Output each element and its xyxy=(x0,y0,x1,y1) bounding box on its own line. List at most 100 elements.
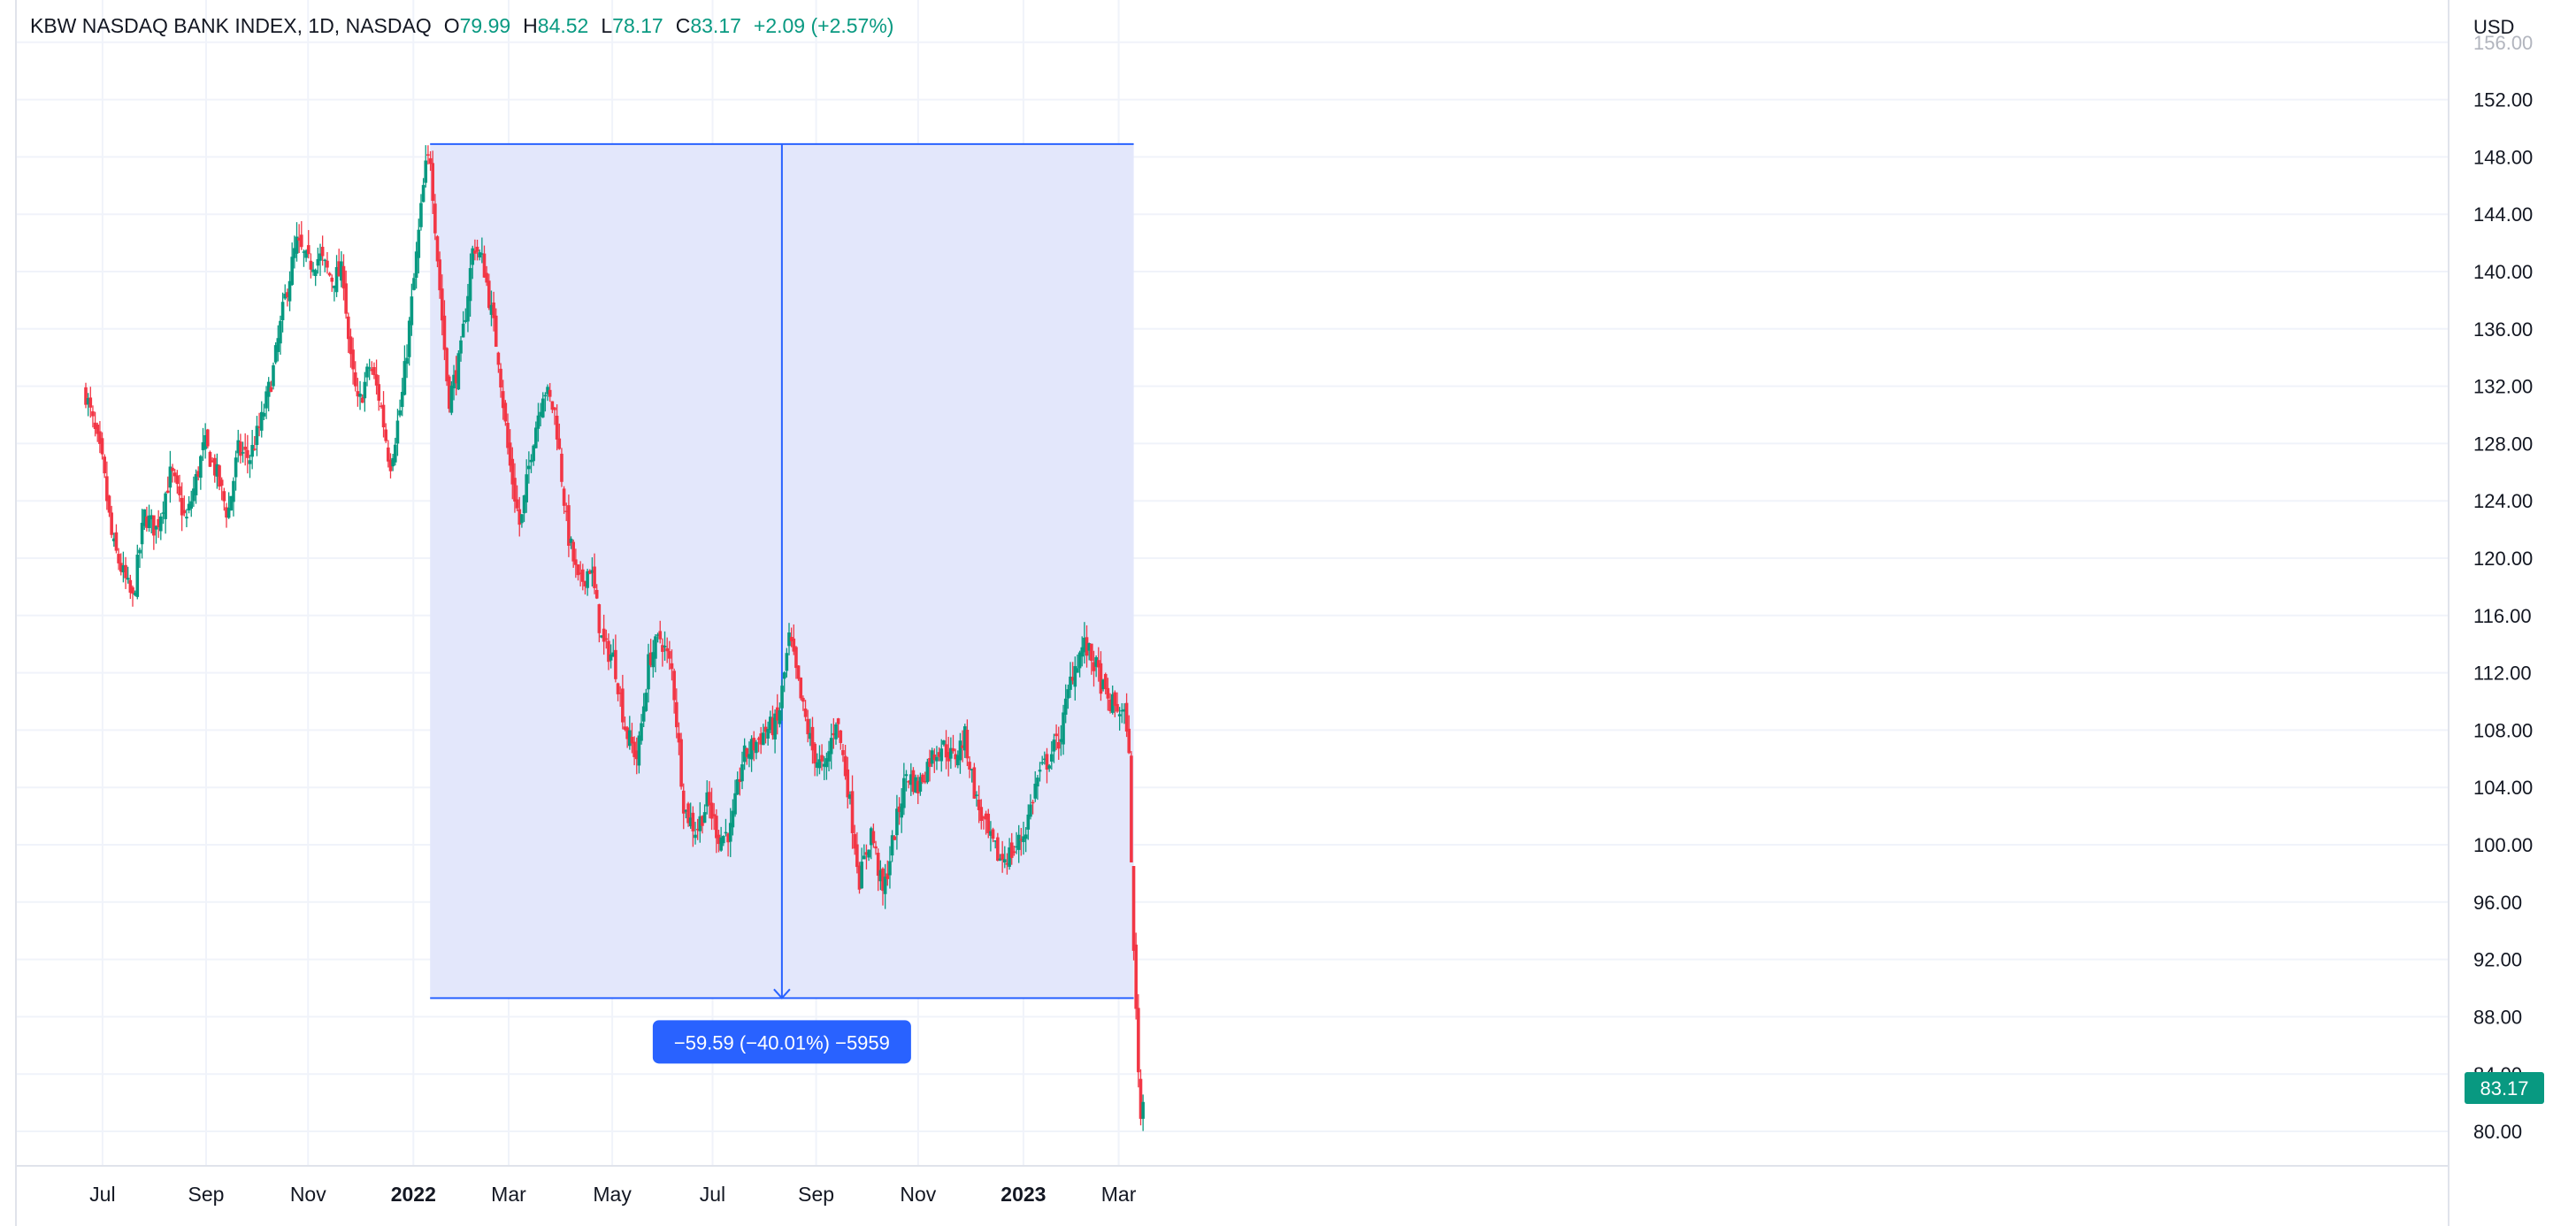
candle-body xyxy=(147,515,151,528)
candle-down xyxy=(377,375,381,411)
candle-body xyxy=(475,246,479,252)
candle-body xyxy=(232,480,235,502)
candle-body xyxy=(550,401,555,410)
candle-body xyxy=(641,706,646,722)
candle-body xyxy=(171,467,174,471)
candle-body xyxy=(883,877,887,894)
candle-up xyxy=(935,746,939,770)
candle-body xyxy=(955,755,960,766)
price-axis[interactable]: 80.0084.0088.0092.0096.00100.00104.00108… xyxy=(2473,32,2533,1143)
candle-down xyxy=(98,421,102,454)
candle-body xyxy=(196,471,200,477)
candle-body xyxy=(84,387,88,405)
measure-tool-region[interactable] xyxy=(430,142,1134,1000)
candle-up xyxy=(1033,770,1038,802)
candle-up xyxy=(272,362,275,390)
candle-up xyxy=(1141,1094,1145,1131)
candle-up xyxy=(1110,685,1115,715)
candle-down xyxy=(864,844,869,870)
candle-down xyxy=(621,674,625,730)
candle-body xyxy=(712,814,716,816)
candle-body xyxy=(731,810,735,828)
candle-body xyxy=(778,709,782,724)
candle-down xyxy=(428,150,433,172)
last-price-box xyxy=(2465,1072,2544,1104)
candle-up xyxy=(461,310,465,338)
time-axis[interactable]: Jul Sep Nov 2022 Mar May Jul Sep Nov 2023 Mar xyxy=(89,1183,1137,1206)
candle-down xyxy=(587,569,592,575)
candle-down xyxy=(947,737,950,777)
candle-body xyxy=(266,381,271,397)
candle-down xyxy=(1012,845,1016,856)
candle-body xyxy=(789,636,794,641)
candle-body xyxy=(991,829,995,839)
candle-body xyxy=(810,726,815,751)
candle-up xyxy=(918,772,923,796)
candle-down xyxy=(738,767,742,796)
candle-up xyxy=(684,809,688,819)
candle-up xyxy=(456,350,461,390)
candle-body xyxy=(414,251,418,279)
candle-down xyxy=(100,432,104,460)
candle-down xyxy=(518,496,522,537)
candle-up xyxy=(702,804,707,824)
candle-body xyxy=(525,474,528,502)
candle-up xyxy=(276,325,280,362)
candle-body xyxy=(1031,801,1035,804)
last-price-label: 83.17 xyxy=(2480,1077,2528,1100)
candle-body xyxy=(1127,728,1131,754)
candle-down xyxy=(351,337,355,385)
measure-arrow-head xyxy=(773,988,791,1000)
candle-down xyxy=(593,553,596,594)
candle-up xyxy=(540,392,545,418)
candle-body xyxy=(632,741,636,757)
candle-body xyxy=(1094,657,1098,667)
candle-body xyxy=(590,570,594,573)
candle-up xyxy=(1076,655,1079,673)
candle-down xyxy=(1134,932,1138,1020)
candle-body xyxy=(817,759,822,769)
candle-up xyxy=(480,237,484,264)
candle-body xyxy=(1026,814,1031,830)
candle-down xyxy=(745,747,749,765)
candle-down xyxy=(426,145,430,165)
candle-body xyxy=(367,367,372,369)
candle-down xyxy=(222,487,226,511)
candle-down xyxy=(327,272,332,277)
candle-down xyxy=(846,756,850,808)
candle-up xyxy=(135,544,140,600)
candle-down xyxy=(337,249,341,277)
price-tick-label: 128.00 xyxy=(2473,433,2533,455)
candle-body xyxy=(759,733,763,745)
candle-down xyxy=(442,300,447,361)
candle-body xyxy=(1009,842,1014,858)
candle-body xyxy=(157,518,160,528)
candle-up xyxy=(1047,763,1051,772)
candle-body xyxy=(252,448,257,450)
candle-down xyxy=(648,639,653,668)
candle-body xyxy=(304,250,308,258)
candle-down xyxy=(614,634,617,683)
candle-body xyxy=(140,522,144,545)
candle-up xyxy=(543,392,548,412)
candle-up xyxy=(900,788,903,833)
candle-body xyxy=(1022,836,1025,843)
candle-down xyxy=(770,705,775,740)
candle-up xyxy=(358,380,362,410)
symbol-title[interactable]: KBW NASDAQ BANK INDEX, 1D, NASDAQ xyxy=(30,14,432,37)
candle-body xyxy=(1138,1078,1143,1119)
candle-up xyxy=(773,709,777,754)
candle-body xyxy=(445,348,448,382)
candle-up xyxy=(569,536,573,549)
candle-down xyxy=(326,252,329,274)
candle-body xyxy=(1070,677,1075,681)
candle-body xyxy=(579,572,582,574)
candle-down xyxy=(574,548,578,579)
candle-down xyxy=(623,716,627,732)
candle-down xyxy=(225,502,228,528)
candle-body xyxy=(272,364,275,387)
candle-up xyxy=(417,218,421,274)
candle-up xyxy=(867,849,870,862)
candle-up xyxy=(1036,775,1039,801)
